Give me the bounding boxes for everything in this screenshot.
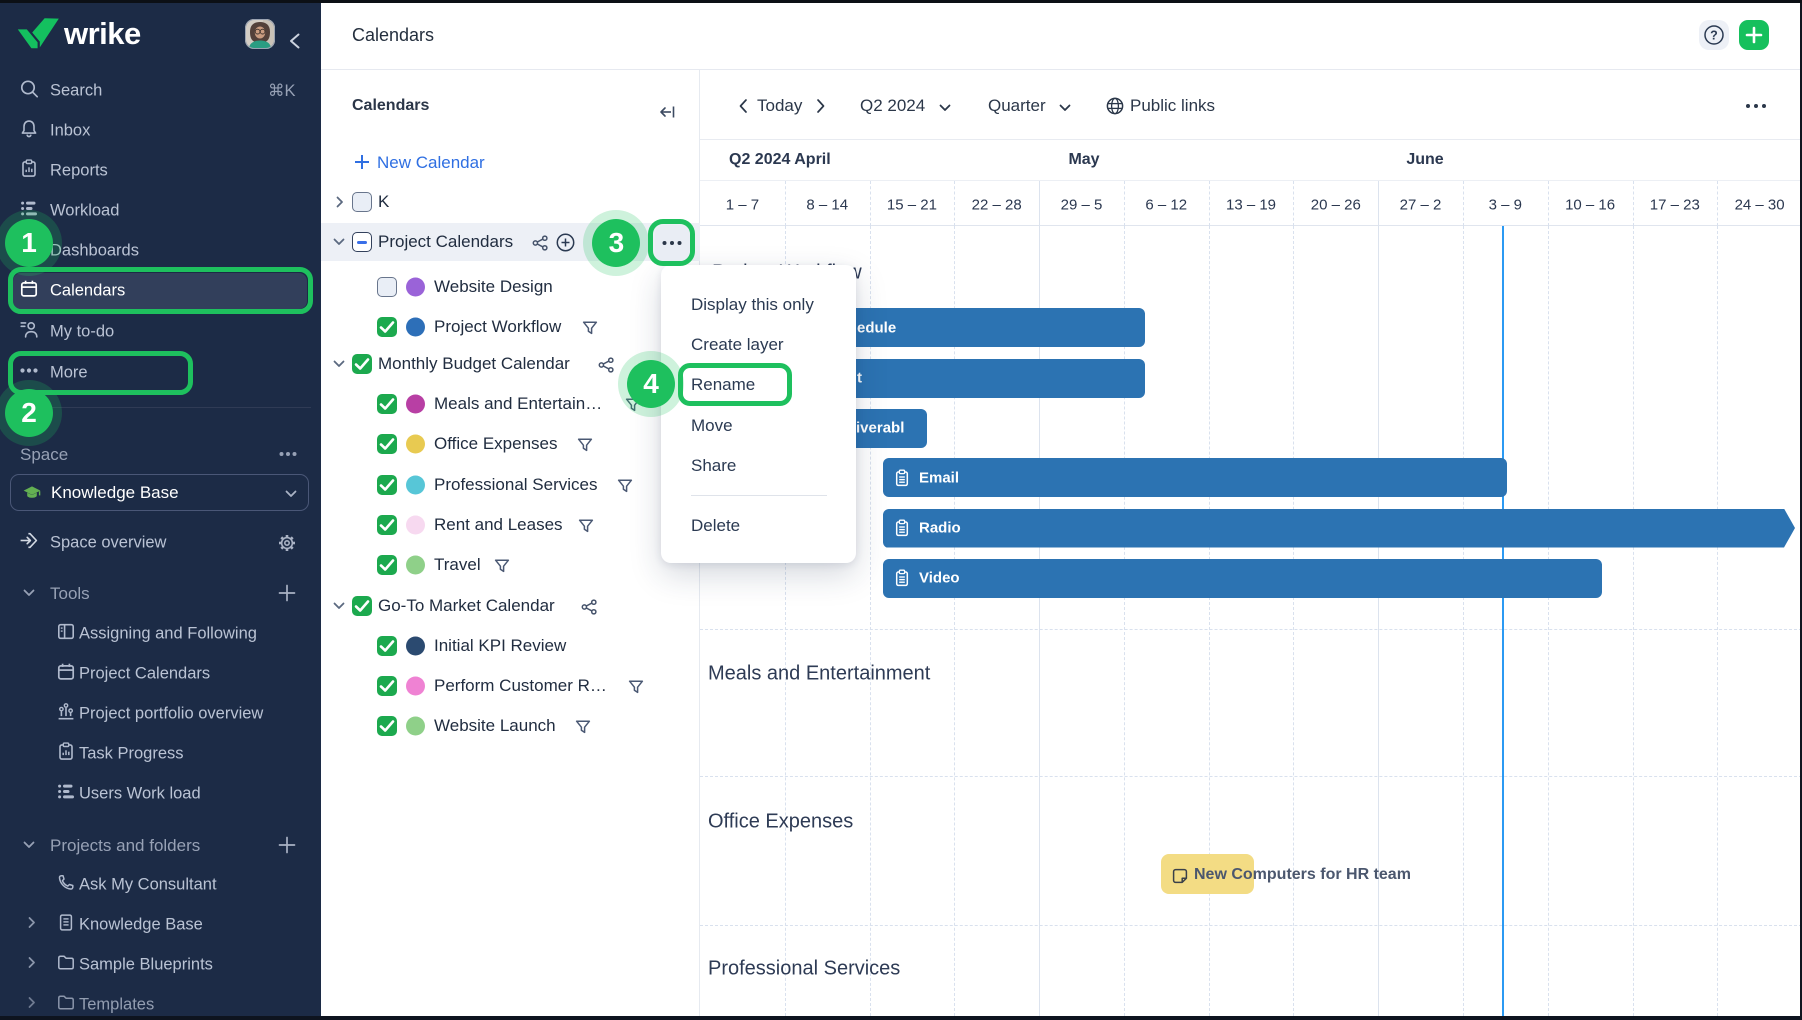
- svg-text:?: ?: [1710, 29, 1718, 43]
